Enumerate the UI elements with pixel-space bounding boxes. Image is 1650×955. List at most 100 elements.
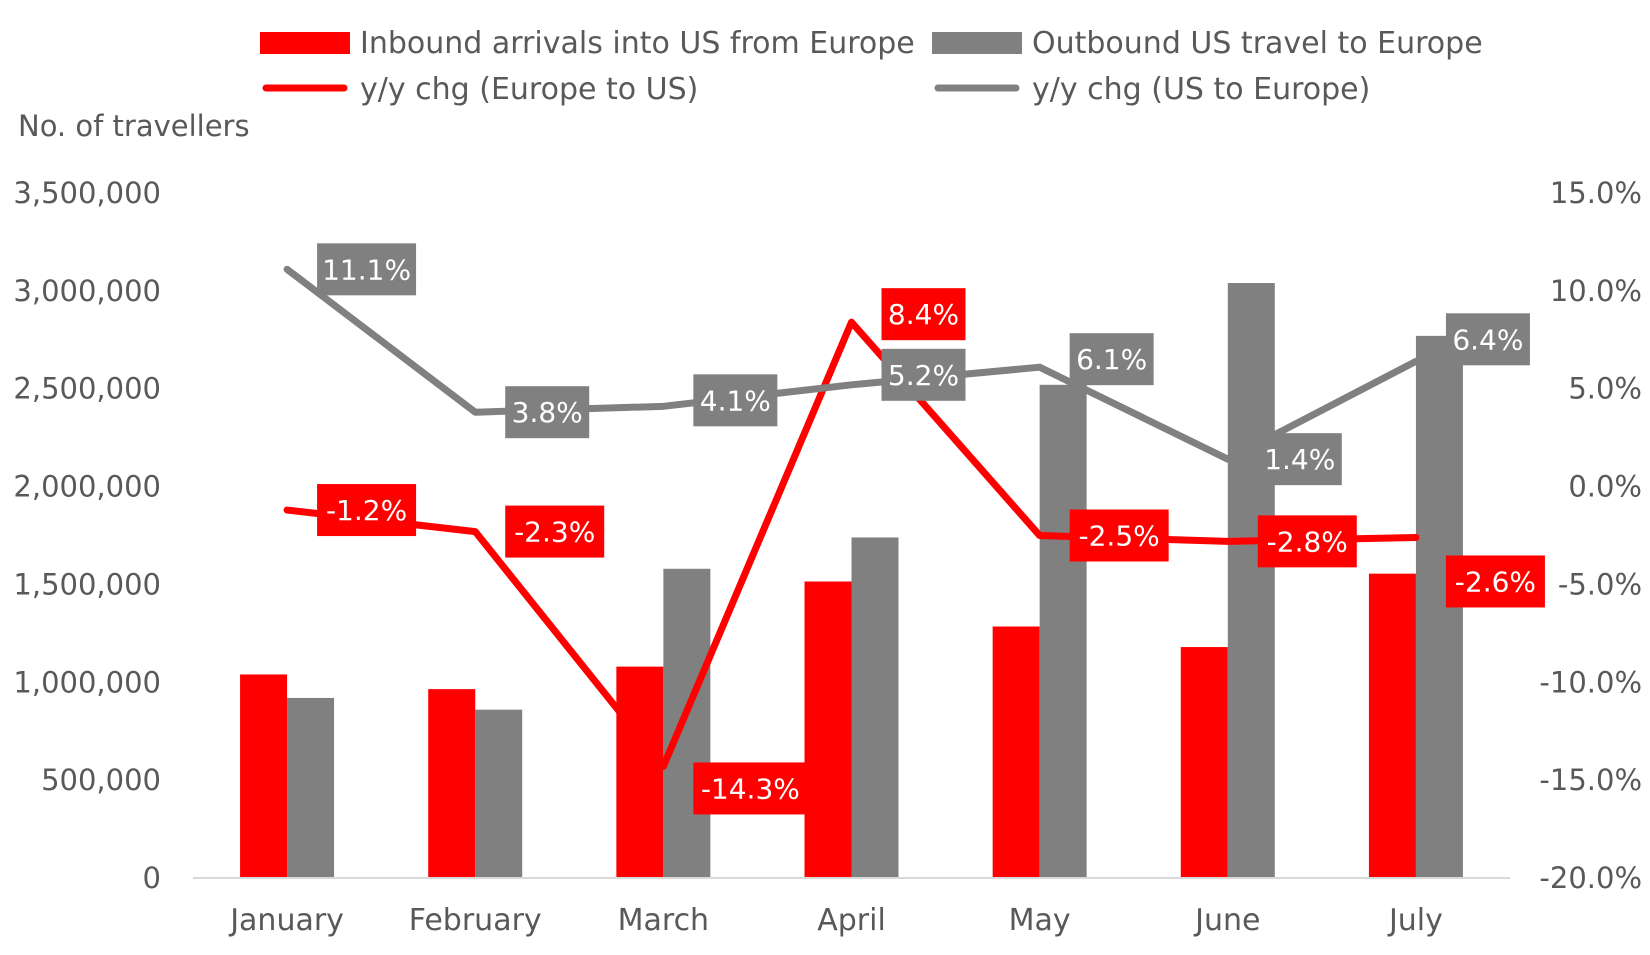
label-y-y-chg-europe-to-us-march: -14.3% (693, 762, 808, 815)
bar-outbound-us-travel-to-europe-january (287, 697, 335, 878)
bar-inbound-arrivals-into-us-from-europe-june (1180, 647, 1228, 878)
label-y-y-chg-us-to-europe-february-box (505, 386, 590, 439)
right-axis-tick-label: 0.0% (1568, 470, 1642, 504)
left-axis-ticks: 3,500,000 3,000,000 2,500,000 2,000,000 1,50… (13, 176, 161, 895)
label-y-y-chg-europe-to-us-july-box (1445, 555, 1545, 608)
label-y-y-chg-us-to-europe-april-box (881, 348, 966, 401)
category-label-february: February (409, 903, 542, 938)
label-y-y-chg-us-to-europe-may: 6.1% (1069, 333, 1154, 386)
bar-inbound-arrivals-into-us-from-europe-march (616, 666, 664, 878)
label-y-y-chg-europe-to-us-february: -2.3% (505, 505, 605, 558)
label-y-y-chg-europe-to-us-june-box (1257, 515, 1357, 568)
label-y-y-chg-us-to-europe-july-text: 6.4% (1452, 323, 1523, 356)
label-y-y-chg-europe-to-us-april-text: 8.4% (888, 298, 959, 331)
label-y-y-chg-europe-to-us-january: -1.2% (317, 484, 417, 537)
bar-outbound-us-travel-to-europe-april (851, 537, 899, 878)
category-label-april: April (817, 903, 886, 938)
line-y-y-chg-europe-to-us (283, 318, 1420, 770)
bars (240, 283, 1463, 878)
label-y-y-chg-europe-to-us-june: -2.8% (1257, 515, 1357, 568)
bar-inbound-arrivals-into-us-from-europe-july (1368, 573, 1416, 878)
left-axis-tick-label: 500,000 (41, 763, 161, 797)
right-axis-tick-label: 15.0% (1550, 176, 1642, 210)
label-y-y-chg-us-to-europe-january-text: 11.1% (322, 253, 411, 286)
legend-label: Outbound US travel to Europe (1032, 26, 1483, 61)
label-y-y-chg-europe-to-us-january-box (317, 484, 417, 537)
category-label-march: March (618, 903, 709, 938)
category-label-january: January (228, 903, 344, 938)
right-axis-tick-label: -20.0% (1539, 861, 1642, 895)
bar-outbound-us-travel-to-europe-june (1227, 283, 1275, 878)
bar-outbound-us-travel-to-europe-february (475, 709, 523, 878)
lines (283, 265, 1420, 770)
left-axis-tick-label: 1,000,000 (13, 665, 161, 699)
label-y-y-chg-europe-to-us-april: 8.4% (881, 288, 966, 341)
legend-label: Inbound arrivals into US from Europe (360, 26, 915, 61)
label-y-y-chg-us-to-europe-february-text: 3.8% (512, 396, 583, 429)
left-axis-tick-label: 2,000,000 (13, 470, 161, 504)
data-labels: 11.1% 3.8% 4.1% 5.2% 6.1% 1.4% 6.4% -1.2% -2.3% -… (317, 243, 1545, 815)
legend-item-inbound-arrivals-into-us-from-europe: Inbound arrivals into US from Europe (260, 26, 915, 61)
label-y-y-chg-europe-to-us-may: -2.5% (1069, 509, 1169, 562)
label-y-y-chg-europe-to-us-february-box (505, 505, 605, 558)
left-axis-tick-label: 3,500,000 (13, 176, 161, 210)
label-y-y-chg-europe-to-us-july-text: -2.6% (1455, 565, 1536, 598)
left-axis-tick-label: 3,000,000 (13, 274, 161, 308)
right-axis-tick-label: -5.0% (1558, 567, 1642, 601)
label-y-y-chg-us-to-europe-march-box (693, 374, 778, 427)
line-y-y-chg-us-to-europe (283, 265, 1420, 463)
bar-inbound-arrivals-into-us-from-europe-january (240, 674, 288, 878)
label-y-y-chg-us-to-europe-february: 3.8% (505, 386, 590, 439)
label-y-y-chg-europe-to-us-may-box (1069, 509, 1169, 562)
label-y-y-chg-us-to-europe-march: 4.1% (693, 374, 778, 427)
legend-swatch (932, 32, 1022, 54)
label-y-y-chg-europe-to-us-april-box (881, 288, 966, 341)
bar-outbound-us-travel-to-europe-may (1039, 384, 1087, 878)
left-axis-tick-label: 2,500,000 (13, 372, 161, 406)
label-y-y-chg-us-to-europe-july: 6.4% (1445, 313, 1530, 366)
label-y-y-chg-europe-to-us-july: -2.6% (1445, 555, 1545, 608)
bar-inbound-arrivals-into-us-from-europe-february (428, 689, 476, 878)
bar-inbound-arrivals-into-us-from-europe-april (804, 581, 852, 878)
label-y-y-chg-us-to-europe-may-text: 6.1% (1076, 343, 1147, 376)
label-y-y-chg-europe-to-us-june-text: -2.8% (1267, 525, 1348, 558)
label-y-y-chg-us-to-europe-january-box (317, 243, 417, 296)
right-axis-tick-label: 10.0% (1550, 274, 1642, 308)
label-y-y-chg-us-to-europe-may-box (1069, 333, 1154, 386)
right-axis-tick-label: -10.0% (1539, 665, 1642, 699)
label-y-y-chg-us-to-europe-january: 11.1% (317, 243, 417, 296)
label-y-y-chg-us-to-europe-april: 5.2% (881, 348, 966, 401)
label-y-y-chg-europe-to-us-march-text: -14.3% (701, 772, 800, 805)
y-axis-title: No. of travellers (18, 109, 250, 143)
category-label-may: May (1009, 903, 1071, 938)
legend-swatch (260, 32, 350, 54)
right-axis-ticks: 15.0% 10.0% 5.0% 0.0% -5.0% -10.0% -15.0% -20.0… (1539, 176, 1642, 895)
label-y-y-chg-us-to-europe-june-box (1257, 433, 1342, 486)
legend-label: y/y chg (Europe to US) (360, 72, 698, 107)
legend: Inbound arrivals into US from Europe Outb… (260, 26, 1483, 107)
label-y-y-chg-us-to-europe-june-text: 1.4% (1264, 443, 1335, 476)
label-y-y-chg-europe-to-us-may-text: -2.5% (1079, 520, 1160, 553)
category-labels: January February March April May June July (228, 903, 1443, 938)
bar-inbound-arrivals-into-us-from-europe-may (992, 626, 1040, 878)
legend-label: y/y chg (US to Europe) (1032, 72, 1370, 107)
left-axis-tick-label: 1,500,000 (13, 567, 161, 601)
legend-item-y-y-chg-us-to-europe: y/y chg (US to Europe) (934, 72, 1370, 107)
label-y-y-chg-us-to-europe-june: 1.4% (1257, 433, 1342, 486)
label-y-y-chg-us-to-europe-march-text: 4.1% (700, 384, 771, 417)
category-label-july: July (1387, 903, 1443, 938)
label-y-y-chg-us-to-europe-april-text: 5.2% (888, 359, 959, 392)
right-axis-tick-label: 5.0% (1568, 372, 1642, 406)
bar-outbound-us-travel-to-europe-march (663, 568, 711, 878)
legend-item-y-y-chg-europe-to-us: y/y chg (Europe to US) (262, 72, 698, 107)
category-label-june: June (1193, 903, 1260, 938)
label-y-y-chg-europe-to-us-march-box (693, 762, 808, 815)
legend-item-outbound-us-travel-to-europe: Outbound US travel to Europe (932, 26, 1483, 61)
left-axis-tick-label: 0 (143, 861, 161, 895)
right-axis-tick-label: -15.0% (1539, 763, 1642, 797)
label-y-y-chg-europe-to-us-february-text: -2.3% (514, 516, 595, 549)
label-y-y-chg-europe-to-us-january-text: -1.2% (326, 494, 407, 527)
label-y-y-chg-us-to-europe-july-box (1445, 313, 1530, 366)
